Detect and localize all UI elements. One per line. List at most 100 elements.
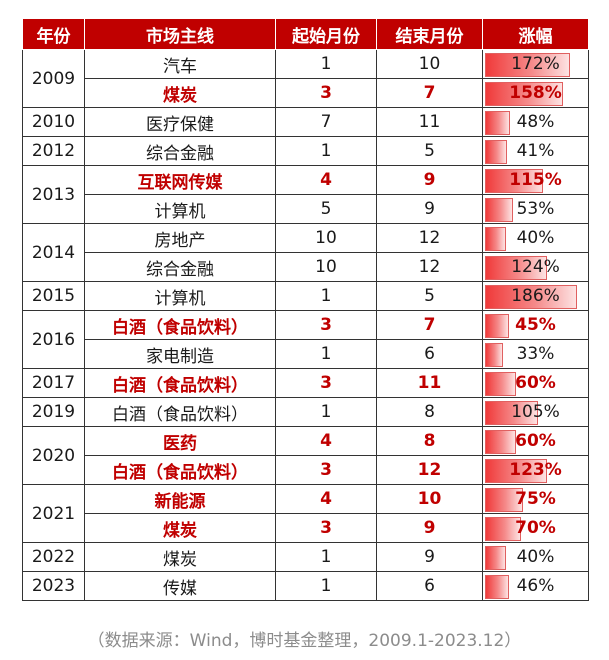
gain-data-bar (485, 575, 509, 599)
gain-cell: 158% (482, 78, 589, 108)
gain-data-bar (485, 546, 506, 570)
gain-label: 124% (511, 257, 560, 277)
gain-label: 75% (515, 489, 556, 509)
market-theme-table: 年份 市场主线 起始月份 结束月份 涨幅 2009 汽车 1 10 172% 煤炭 3 7 15… (22, 18, 589, 601)
gain-data-bar (485, 517, 521, 541)
gain-data-bar (485, 82, 563, 106)
end-month-cell: 11 (376, 107, 483, 137)
table-row: 2019 白酒（食品饮料） 1 8 105% (22, 397, 589, 427)
start-month-cell: 1 (275, 49, 377, 79)
end-month-cell: 9 (376, 542, 483, 572)
gain-cell: 48% (482, 107, 589, 137)
start-month-cell: 4 (275, 426, 377, 456)
table-row: 2016 白酒（食品饮料） 3 7 45% (22, 310, 589, 369)
start-month-cell: 7 (275, 107, 377, 137)
table-row: 2021 新能源 4 10 75% (22, 484, 589, 543)
table-row: 2009 汽车 1 10 172% (22, 49, 589, 108)
gain-data-bar (485, 53, 570, 77)
market-theme-cell: 煤炭 (84, 78, 276, 108)
year-cell: 2021 (22, 484, 85, 543)
table-row: 2015 计算机 1 5 186% (22, 281, 589, 311)
year-cell: 2013 (22, 165, 85, 224)
end-month-cell: 5 (376, 136, 483, 166)
gain-data-bar (485, 372, 516, 396)
market-theme-cell: 计算机 (84, 281, 276, 311)
market-theme-cell: 家电制造 (84, 339, 276, 369)
market-theme-cell: 医疗保健 (84, 107, 276, 137)
gain-data-bar (485, 488, 523, 512)
gain-cell: 123% (482, 455, 589, 485)
start-month-cell: 10 (275, 252, 377, 282)
start-month-cell: 3 (275, 78, 377, 108)
table-body: 2009 汽车 1 10 172% 煤炭 3 7 158% 2010 医疗保健 7 11 48% 2012 综… (22, 49, 589, 601)
gain-cell: 186% (482, 281, 589, 311)
market-theme-cell: 房地产 (84, 223, 276, 253)
start-month-cell: 1 (275, 397, 377, 427)
table-row: 计算机 5 9 53% (23, 194, 589, 224)
market-theme-cell: 综合金融 (84, 136, 276, 166)
end-month-cell: 9 (376, 513, 483, 543)
gain-cell: 41% (482, 136, 589, 166)
gain-data-bar (485, 314, 509, 338)
end-month-cell: 8 (376, 397, 483, 427)
table-header-row: 年份 市场主线 起始月份 结束月份 涨幅 (22, 18, 589, 50)
gain-cell: 40% (482, 223, 589, 253)
end-month-cell: 9 (376, 165, 483, 195)
end-month-cell: 12 (376, 455, 483, 485)
gain-cell: 53% (482, 194, 589, 224)
year-cell: 2012 (22, 136, 85, 166)
end-month-cell: 12 (376, 223, 483, 253)
table-row: 2023 传媒 1 6 46% (22, 571, 589, 601)
table-row: 2022 煤炭 1 9 40% (22, 542, 589, 572)
year-cell: 2014 (22, 223, 85, 282)
market-theme-cell: 互联网传媒 (84, 165, 276, 195)
year-cell: 2023 (22, 571, 85, 601)
gain-label: 48% (516, 112, 555, 132)
start-month-cell: 4 (275, 484, 377, 514)
start-month-cell: 1 (275, 136, 377, 166)
start-month-cell: 3 (275, 513, 377, 543)
header-year: 年份 (22, 18, 85, 50)
gain-label: 172% (511, 54, 560, 74)
gain-cell: 105% (482, 397, 589, 427)
gain-cell: 46% (482, 571, 589, 601)
start-month-cell: 3 (275, 368, 377, 398)
gain-cell: 40% (482, 542, 589, 572)
gain-data-bar (485, 401, 538, 425)
gain-cell: 124% (482, 252, 589, 282)
gain-cell: 115% (482, 165, 589, 195)
header-start-month: 起始月份 (275, 18, 377, 50)
gain-label: 123% (509, 460, 562, 480)
gain-data-bar (485, 430, 516, 454)
table-row: 煤炭 3 9 70% (23, 513, 589, 543)
table-row: 2020 医药 4 8 60% (22, 426, 589, 485)
year-cell: 2010 (22, 107, 85, 137)
start-month-cell: 4 (275, 165, 377, 195)
end-month-cell: 11 (376, 368, 483, 398)
start-month-cell: 1 (275, 542, 377, 572)
table-row: 白酒（食品饮料） 3 12 123% (23, 455, 589, 485)
year-cell: 2009 (22, 49, 85, 108)
gain-cell: 75% (482, 484, 589, 514)
end-month-cell: 8 (376, 426, 483, 456)
market-theme-cell: 白酒（食品饮料） (84, 455, 276, 485)
gain-data-bar (485, 140, 507, 164)
header-end-month: 结束月份 (376, 18, 483, 50)
gain-cell: 45% (482, 310, 589, 340)
gain-label: 60% (515, 373, 556, 393)
year-cell: 2022 (22, 542, 85, 572)
table-row: 煤炭 3 7 158% (23, 78, 589, 108)
market-theme-cell: 传媒 (84, 571, 276, 601)
gain-data-bar (485, 169, 543, 193)
end-month-cell: 7 (376, 310, 483, 340)
gain-data-bar (485, 198, 513, 222)
end-month-cell: 7 (376, 78, 483, 108)
table-row: 2013 互联网传媒 4 9 115% (22, 165, 589, 224)
market-theme-cell: 医药 (84, 426, 276, 456)
gain-cell: 70% (482, 513, 589, 543)
start-month-cell: 3 (275, 455, 377, 485)
table-row: 综合金融 10 12 124% (23, 252, 589, 282)
end-month-cell: 10 (376, 484, 483, 514)
gain-label: 53% (516, 199, 555, 219)
market-theme-cell: 计算机 (84, 194, 276, 224)
